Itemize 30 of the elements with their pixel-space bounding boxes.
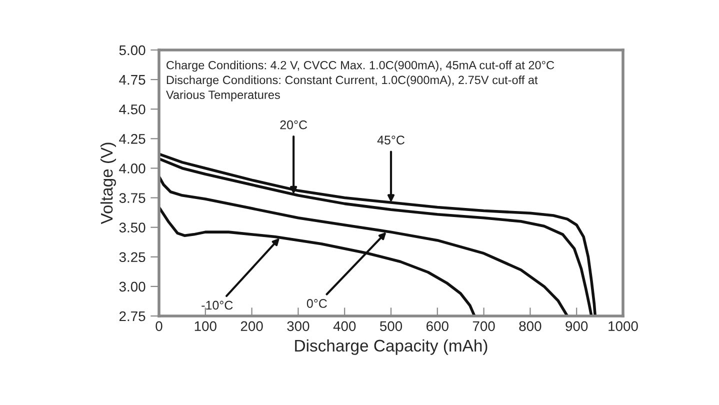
x-tick-label: 700: [472, 321, 495, 332]
y-tick-label: 4.00: [119, 164, 146, 174]
x-tick-label: 300: [287, 321, 310, 332]
x-tick-label: 100: [194, 321, 216, 332]
annotation: 0°C: [306, 299, 327, 308]
y-axis-title: Voltage (V): [100, 142, 116, 224]
x-tick-label: 500: [380, 321, 402, 332]
annotation: 45°C: [377, 136, 404, 144]
x-axis-title: Discharge Capacity (mAh): [295, 339, 488, 355]
annotation: Charge Conditions: 4.2 V, CVCC Max. 1.0C(900mA), 45mA cut-off at 20°C Discharge Conditions: Constant Current, 1.0C(900mA), 2.75V cut-off at Various Temperatures: [166, 60, 554, 102]
x-tick-label: 800: [519, 321, 542, 332]
y-tick-label: 4.25: [119, 134, 146, 144]
x-tick-label: 900: [566, 321, 588, 332]
y-tick-label: 3.25: [119, 252, 146, 262]
x-tick-label: 0: [156, 321, 162, 332]
y-tick-label: 3.00: [119, 282, 146, 292]
line-series: [159, 206, 476, 316]
annotation: 20°C: [280, 120, 308, 130]
y-tick-label: 3.50: [119, 222, 146, 233]
annotation: -10°C: [202, 300, 233, 310]
x-tick-label: 1000: [608, 321, 638, 332]
line-series: [159, 175, 569, 316]
x-tick-label: 200: [240, 321, 263, 332]
y-tick-label: 4.75: [119, 75, 146, 85]
x-tick-label: 600: [426, 321, 448, 332]
x-tick-label: 400: [333, 321, 356, 332]
y-tick-label: 4.50: [119, 104, 146, 114]
y-tick-label: 5.00: [119, 45, 146, 56]
y-tick-label: 3.75: [119, 193, 146, 203]
y-tick-label: 2.75: [119, 311, 146, 322]
